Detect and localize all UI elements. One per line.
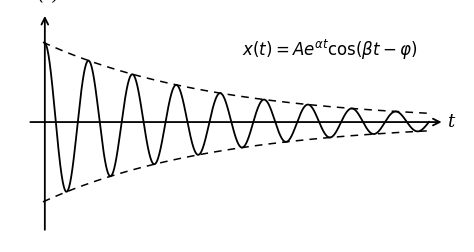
Text: x(t): x(t) [29,0,61,4]
Text: t: t [447,113,454,131]
Text: $x(t) = Ae^{\alpha t}\cos(\beta t - \varphi)$: $x(t) = Ae^{\alpha t}\cos(\beta t - \var… [242,38,417,62]
